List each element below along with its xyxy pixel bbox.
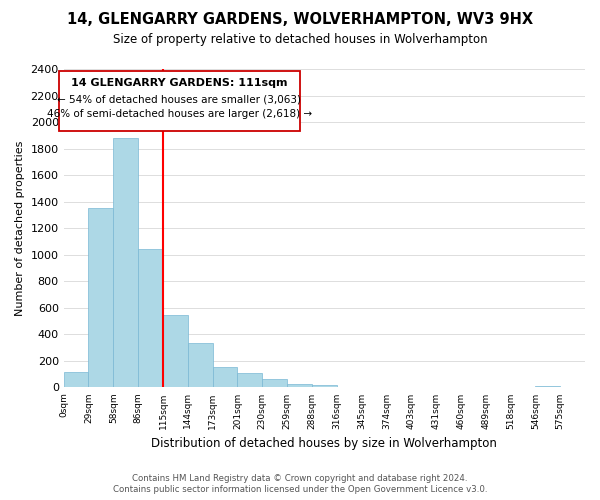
Y-axis label: Number of detached properties: Number of detached properties bbox=[15, 140, 25, 316]
Bar bbox=[212, 367, 238, 388]
Bar bbox=[188, 343, 212, 388]
Bar bbox=[59, 71, 299, 132]
Bar bbox=[312, 386, 337, 388]
Text: 46% of semi-detached houses are larger (2,618) →: 46% of semi-detached houses are larger (… bbox=[47, 110, 311, 120]
X-axis label: Distribution of detached houses by size in Wolverhampton: Distribution of detached houses by size … bbox=[151, 437, 497, 450]
Text: Contains HM Land Registry data © Crown copyright and database right 2024.
Contai: Contains HM Land Registry data © Crown c… bbox=[113, 474, 487, 494]
Bar bbox=[238, 374, 262, 388]
Bar bbox=[535, 386, 560, 388]
Bar bbox=[64, 372, 88, 388]
Text: Size of property relative to detached houses in Wolverhampton: Size of property relative to detached ho… bbox=[113, 32, 487, 46]
Text: ← 54% of detached houses are smaller (3,063): ← 54% of detached houses are smaller (3,… bbox=[57, 94, 301, 104]
Bar bbox=[88, 208, 113, 388]
Bar bbox=[163, 315, 188, 388]
Text: 14, GLENGARRY GARDENS, WOLVERHAMPTON, WV3 9HX: 14, GLENGARRY GARDENS, WOLVERHAMPTON, WV… bbox=[67, 12, 533, 28]
Bar bbox=[287, 384, 312, 388]
Bar bbox=[362, 387, 386, 388]
Text: 14 GLENGARRY GARDENS: 111sqm: 14 GLENGARRY GARDENS: 111sqm bbox=[71, 78, 287, 88]
Bar bbox=[337, 387, 362, 388]
Bar bbox=[262, 380, 287, 388]
Bar bbox=[113, 138, 138, 388]
Bar bbox=[138, 249, 163, 388]
